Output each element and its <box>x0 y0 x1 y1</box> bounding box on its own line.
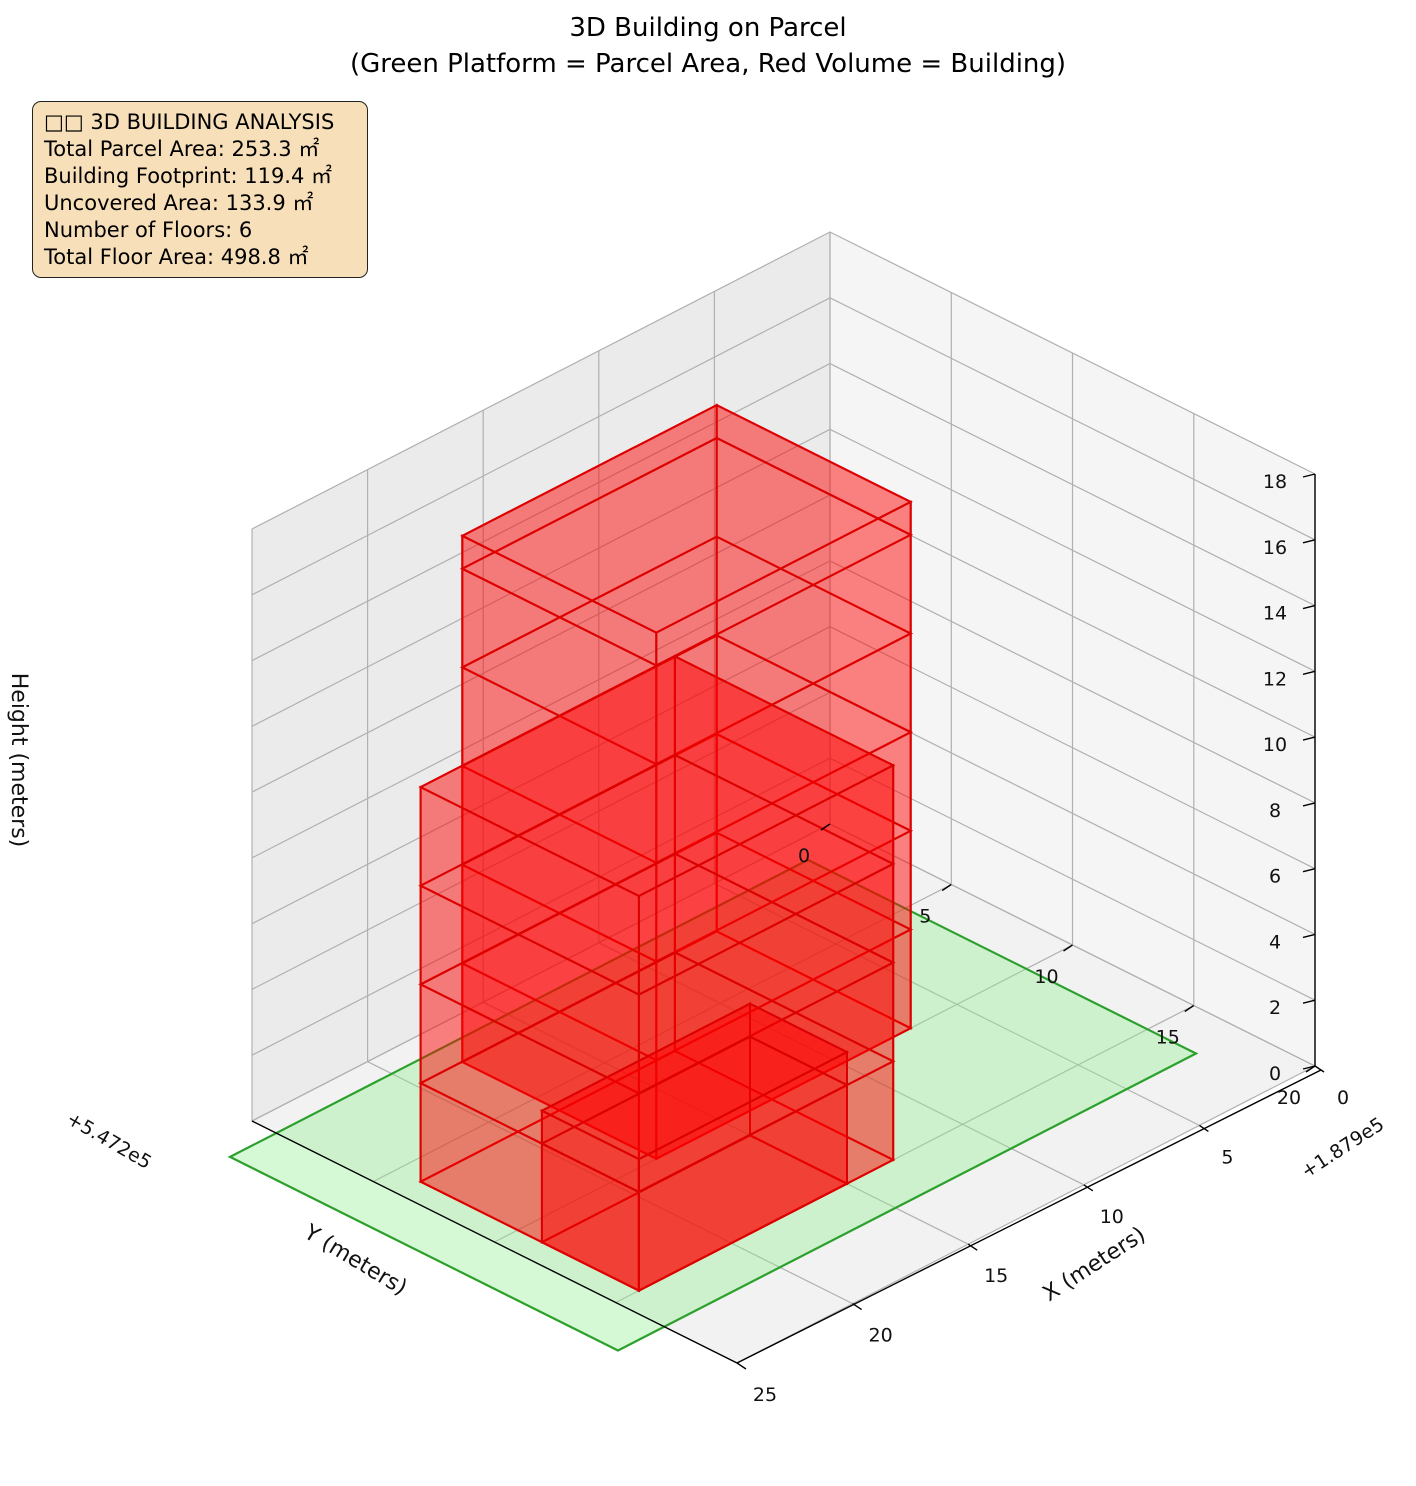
z-tick-label: 6 <box>1269 866 1281 888</box>
parcel-polygon <box>227 858 1199 1352</box>
building-volume <box>418 403 914 1293</box>
z-tick <box>1302 736 1316 741</box>
x-tick <box>852 1303 862 1311</box>
z-tick-label: 14 <box>1263 603 1287 625</box>
z-tick <box>1302 473 1316 478</box>
z-tick-label: 12 <box>1263 668 1287 690</box>
info-number-floors: Number of Floors: 6 <box>44 218 253 242</box>
x-axis-label: X (meters) <box>1039 1222 1151 1307</box>
z-tick-label: 16 <box>1263 537 1287 559</box>
grid-line-z <box>251 560 1316 859</box>
y-offset-label: +5.472e5 <box>63 1108 155 1174</box>
z-tick <box>1302 604 1316 610</box>
z-tick <box>1302 999 1316 1004</box>
info-total-floor-area: Total Floor Area: 498.8 ㎡ <box>44 245 309 269</box>
building-face <box>539 1002 850 1161</box>
info-uncovered-area: Uncovered Area: 133.9 ㎡ <box>44 191 314 215</box>
x-tick <box>1314 1065 1325 1073</box>
x-tick-label: 0 <box>1337 1087 1349 1109</box>
x-tick-label: 15 <box>984 1265 1008 1287</box>
info-parcel-area: Total Parcel Area: 253.3 ㎡ <box>44 137 320 161</box>
z-tick-label: 8 <box>1269 800 1281 822</box>
y-axis-line <box>736 1069 1322 1364</box>
grid-line-z <box>251 757 1316 1056</box>
x-tick <box>736 1362 747 1370</box>
y-tick-label: 15 <box>1156 1027 1180 1049</box>
grid-line-z <box>251 231 1316 530</box>
z-tick-label: 2 <box>1269 997 1281 1019</box>
z-axis-label: Height (meters) <box>6 673 31 848</box>
y-tick <box>820 823 831 831</box>
y-tick-label: 20 <box>1277 1087 1301 1109</box>
z-tick <box>1302 539 1316 544</box>
z-tick-label: 0 <box>1269 1063 1281 1085</box>
chart-subtitle: (Green Platform = Parcel Area, Red Volum… <box>350 49 1066 79</box>
grid-line-z <box>251 428 1316 727</box>
info-heading: □□ 3D BUILDING ANALYSIS <box>44 110 335 134</box>
y-tick-label: 0 <box>798 845 810 867</box>
floor-outline <box>539 1035 850 1194</box>
z-tick <box>1302 802 1316 807</box>
grid-lines <box>251 231 1316 1364</box>
x-tick-label: 25 <box>753 1384 777 1406</box>
y-tick-label: 5 <box>919 906 931 928</box>
z-tick-label: 4 <box>1269 931 1281 953</box>
y-tick <box>1063 944 1073 952</box>
x-offset-label: +1.879e5 <box>1297 1113 1388 1183</box>
z-tick-label: 10 <box>1263 734 1287 756</box>
grid-line-z <box>251 362 1316 662</box>
analysis-info-box: □□ 3D BUILDING ANALYSIS Total Parcel Are… <box>32 101 368 278</box>
floor-outline <box>418 753 896 996</box>
grid-line-z <box>251 626 1316 925</box>
chart-title: 3D Building on Parcel <box>569 13 846 43</box>
x-axis-line <box>251 1120 738 1364</box>
y-tick <box>1184 1004 1195 1013</box>
info-building-footprint: Building Footprint: 119.4 ㎡ <box>44 164 333 188</box>
x-tick <box>1199 1124 1209 1132</box>
z-tick <box>1302 867 1316 873</box>
grid-line-z <box>251 297 1316 596</box>
x-tick-label: 5 <box>1221 1146 1233 1168</box>
y-tick-label: 10 <box>1034 966 1058 988</box>
z-tick <box>1302 1065 1316 1070</box>
z-tick <box>1302 933 1316 939</box>
x-tick <box>1083 1184 1094 1192</box>
z-tick <box>1302 670 1316 676</box>
z-tick-label: 18 <box>1263 471 1287 493</box>
x-tick-label: 10 <box>1100 1206 1124 1228</box>
axes <box>251 473 1325 1370</box>
x-tick <box>967 1243 978 1251</box>
building-face <box>418 655 896 898</box>
building-face <box>460 403 913 634</box>
x-tick-label: 20 <box>869 1325 893 1347</box>
parcel-platform <box>227 858 1199 1352</box>
y-tick <box>941 883 952 892</box>
